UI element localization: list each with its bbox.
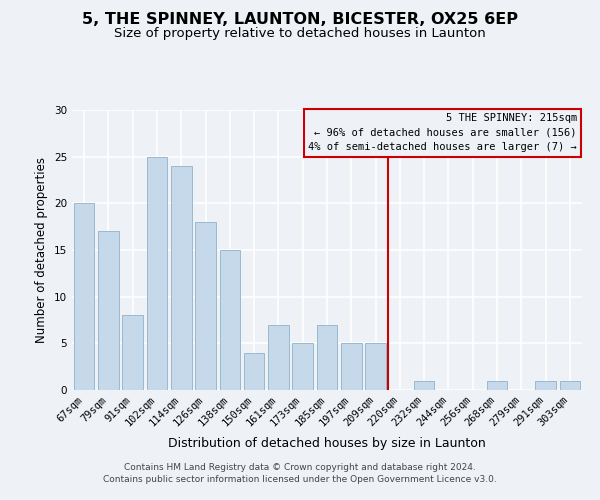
Bar [146,156,167,390]
Text: 5 THE SPINNEY: 215sqm
← 96% of detached houses are smaller (156)
4% of semi-deta: 5 THE SPINNEY: 215sqm ← 96% of detached … [308,113,577,152]
Y-axis label: Number of detached properties: Number of detached properties [35,157,49,343]
Bar [268,324,289,390]
Bar [560,380,580,390]
Text: Contains public sector information licensed under the Open Government Licence v3: Contains public sector information licen… [103,475,497,484]
Bar [317,324,337,390]
Bar [341,344,362,390]
Bar [292,344,313,390]
Text: Contains HM Land Registry data © Crown copyright and database right 2024.: Contains HM Land Registry data © Crown c… [124,464,476,472]
Text: Size of property relative to detached houses in Launton: Size of property relative to detached ho… [114,28,486,40]
Bar [122,316,143,390]
Bar [171,166,191,390]
Bar [98,232,119,390]
Bar [487,380,508,390]
Text: 5, THE SPINNEY, LAUNTON, BICESTER, OX25 6EP: 5, THE SPINNEY, LAUNTON, BICESTER, OX25 … [82,12,518,28]
Bar [74,204,94,390]
Bar [365,344,386,390]
Bar [244,352,265,390]
Bar [220,250,240,390]
X-axis label: Distribution of detached houses by size in Launton: Distribution of detached houses by size … [168,437,486,450]
Bar [535,380,556,390]
Bar [414,380,434,390]
Bar [195,222,216,390]
